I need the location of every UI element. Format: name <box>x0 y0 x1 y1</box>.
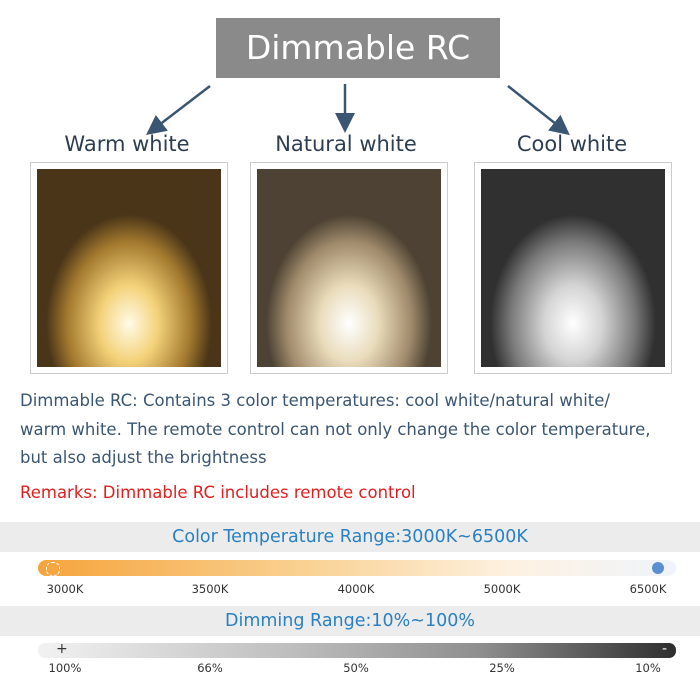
title: Dimmable RC <box>216 18 500 78</box>
range-label: 100% <box>48 661 82 675</box>
snow-icon <box>652 562 664 574</box>
range-label: 10% <box>635 661 661 675</box>
remarks: Remarks: Dimmable RC includes remote con… <box>20 483 416 502</box>
range-label: 50% <box>343 661 369 675</box>
arrows <box>146 84 570 136</box>
range-label: 3500K <box>191 582 229 596</box>
range-label: 3000K <box>46 582 84 596</box>
cool-image <box>474 162 672 374</box>
range-label: 25% <box>489 661 515 675</box>
dimmest-symbol: - <box>662 641 668 657</box>
panel-label: Natural white <box>275 132 417 156</box>
section-title: Dimming Range:10%~100% <box>0 606 700 636</box>
brightest-symbol: + <box>56 641 68 657</box>
range-label: 6500K <box>629 582 667 596</box>
color-temp-bar <box>38 560 676 576</box>
dimming-bar <box>38 643 676 658</box>
description: warm white. The remote control can not o… <box>20 420 651 439</box>
description: but also adjust the brightness <box>20 448 267 467</box>
section-title: Color Temperature Range:3000K~6500K <box>0 522 700 552</box>
range-label: 5000K <box>483 582 521 596</box>
description: Dimmable RC: Contains 3 color temperatur… <box>20 391 610 410</box>
natural-image <box>250 162 448 374</box>
panel-label: Cool white <box>516 132 628 156</box>
range-label: 66% <box>197 661 223 675</box>
sun-icon <box>46 562 60 576</box>
range-label: 4000K <box>337 582 375 596</box>
warm-image <box>30 162 228 374</box>
panel-label: Warm white <box>64 132 190 156</box>
